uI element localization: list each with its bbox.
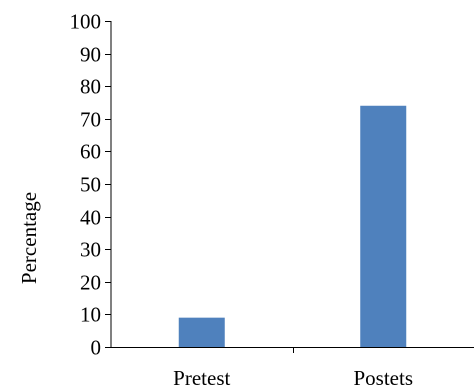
y-tick-label: 50 xyxy=(80,173,101,197)
y-tick-label: 10 xyxy=(80,303,101,327)
y-tick-label: 0 xyxy=(91,336,102,360)
y-tick-label: 60 xyxy=(80,140,101,164)
bar-pretest xyxy=(178,317,225,347)
y-tick-label: 20 xyxy=(80,271,101,295)
y-tick-label: 40 xyxy=(80,206,101,230)
y-axis-title: Percentage xyxy=(17,192,41,284)
x-category-label: Postets xyxy=(353,366,413,389)
y-tick-label: 80 xyxy=(80,75,101,99)
y-tick-label: 90 xyxy=(80,43,101,67)
y-tick-label: 100 xyxy=(70,10,102,34)
bar-postets xyxy=(360,105,407,347)
y-tick-label: 30 xyxy=(80,238,101,262)
plot-area: 0 10 20 30 40 50 60 70 80 90 100 Pretest Postets xyxy=(70,10,474,389)
y-tick-label: 70 xyxy=(80,108,101,132)
x-category-label: Pretest xyxy=(173,366,230,389)
